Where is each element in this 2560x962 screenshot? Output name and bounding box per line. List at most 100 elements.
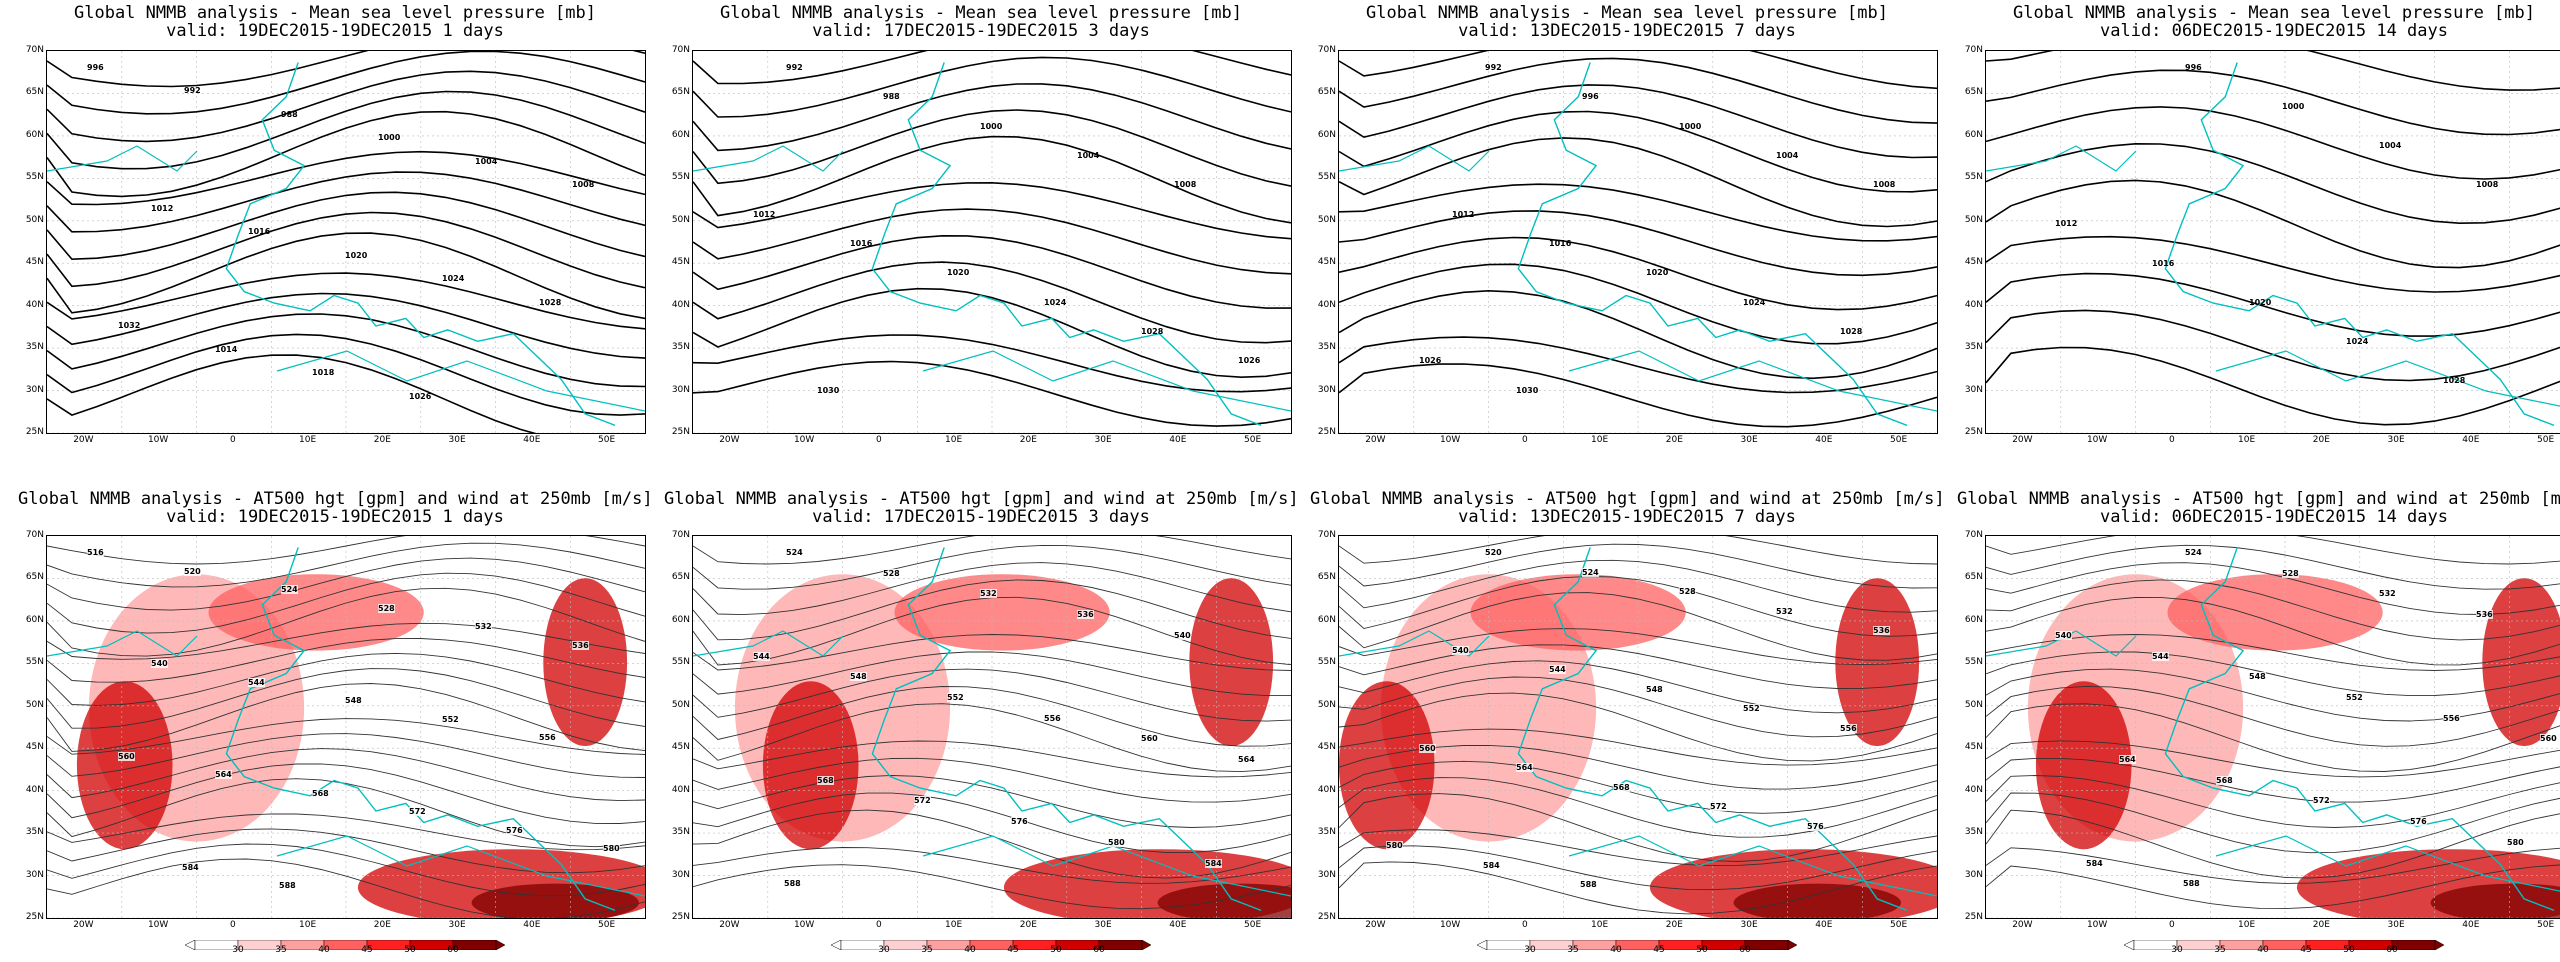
isoline — [1339, 744, 1937, 790]
contour-label: 548 — [850, 672, 867, 682]
longitude-label: 10W — [1439, 435, 1461, 445]
wind-speed-shade — [894, 574, 1110, 651]
isoline — [1339, 644, 1937, 689]
isoline — [1986, 142, 2560, 225]
contour-label: 1016 — [850, 239, 873, 248]
coastline — [1517, 62, 1908, 427]
isoline — [47, 536, 645, 565]
latitude-label: 25N — [671, 912, 690, 922]
coastline — [693, 630, 844, 657]
latitude-label: 70N — [671, 530, 690, 540]
contour-label: 532 — [2379, 589, 2396, 599]
longitude-label: 50E — [1244, 435, 1262, 445]
colorbar-tick-label: 50 — [1696, 945, 1708, 955]
latitude-label: 25N — [1964, 427, 1983, 437]
contour-label: 1012 — [2055, 219, 2078, 229]
longitude-label: 20W — [719, 920, 740, 930]
latitude-label: 65N — [1964, 572, 1983, 583]
latitude-label: 30N — [1317, 384, 1336, 395]
contour-label: 1020 — [2249, 297, 2272, 307]
longitude-label: 20W — [73, 435, 94, 445]
coastline — [47, 145, 198, 172]
latitude-label: 25N — [1317, 427, 1336, 437]
isoline — [1339, 861, 1937, 915]
longitude-label: 0 — [1522, 920, 1528, 930]
contour-label: 1020 — [345, 250, 368, 260]
colorbar-arrow-right — [2434, 939, 2445, 951]
isoline — [1339, 263, 1937, 345]
contour-label: 568 — [1613, 782, 1630, 792]
longitude-label: 20E — [1019, 920, 1037, 930]
isoline — [47, 90, 645, 170]
isoline — [47, 354, 537, 433]
contour-label: 560 — [1141, 734, 1158, 744]
isoline — [1986, 544, 2560, 590]
isoline — [1339, 110, 1937, 193]
longitude-label: 40E — [2462, 920, 2480, 930]
coastline — [871, 547, 1262, 912]
contour-label: 580 — [2507, 837, 2524, 847]
latitude-label: 45N — [1317, 257, 1336, 268]
isoline — [47, 70, 645, 143]
colorbar-tick-label: 45 — [1653, 945, 1665, 955]
contour-label: 1028 — [539, 297, 562, 307]
isoline — [47, 858, 645, 918]
contour-label: 1016 — [248, 227, 271, 237]
longitude-label: 20E — [2312, 435, 2330, 445]
contour-label: 996 — [87, 63, 104, 72]
coastline — [225, 547, 616, 912]
longitude-label: 40E — [1169, 435, 1187, 445]
colorbar-tick-label: 30 — [878, 945, 890, 955]
latitude-label: 30N — [671, 384, 690, 395]
isoline — [693, 544, 1291, 590]
contour-label: 536 — [2476, 610, 2493, 620]
wind-speed-shade — [2482, 578, 2560, 747]
z500-panel-3: Global NMMB analysis - AT500 hgt [gpm] a… — [1310, 490, 1945, 962]
contour-label: 1020 — [947, 268, 970, 278]
latitude-label: 50N — [1964, 699, 1983, 710]
longitude-label: 10W — [147, 435, 169, 445]
mslp-panel-2: Global NMMB analysis - Mean sea level pr… — [664, 4, 1298, 476]
colorbar-tick-label: 50 — [404, 945, 416, 955]
isoline — [693, 775, 1291, 828]
mslp-map: 992 988 1000 1004 1008 1012 1016 1020 1024 1028 10… — [692, 50, 1292, 434]
isoline — [1986, 792, 2560, 854]
latitude-label: 30N — [1317, 869, 1336, 880]
colorbar-arrow-right — [1141, 939, 1152, 951]
isoline — [47, 313, 645, 388]
isoline — [47, 843, 645, 897]
isoline — [693, 56, 1291, 118]
longitude-label: 30E — [448, 920, 466, 930]
isoline — [1986, 536, 2560, 565]
wind-speed-shade — [762, 681, 859, 850]
isoline — [47, 272, 645, 330]
contour-label: 584 — [1483, 860, 1500, 870]
coastline — [276, 835, 645, 897]
isoline — [47, 557, 645, 611]
longitude-label: 10E — [1591, 435, 1609, 445]
contour-label: 544 — [753, 651, 770, 661]
panel-valid-period: valid: 19DEC2015-19DEC2015 1 days — [166, 21, 504, 41]
longitude-label: 50E — [598, 920, 616, 930]
z500-panel-1: Global NMMB analysis - AT500 hgt [gpm] a… — [18, 490, 653, 962]
latitude-label: 60N — [1317, 129, 1336, 140]
contour-label: 520 — [184, 566, 201, 576]
colorbar-tick-label: 30 — [232, 945, 244, 955]
contour-label: 524 — [281, 585, 298, 595]
isoline — [693, 234, 1291, 309]
longitude-label: 0 — [230, 435, 236, 445]
contour-label: 532 — [475, 622, 492, 632]
longitude-label: 20E — [2312, 920, 2330, 930]
latitude-label: 30N — [25, 869, 44, 880]
isoline — [47, 763, 645, 824]
latitude-label: 30N — [25, 384, 44, 395]
longitude-label: 30E — [448, 435, 466, 445]
contour-label: 1030 — [817, 385, 840, 395]
isoline — [47, 232, 645, 320]
colorbar-arrow-left — [2123, 939, 2135, 951]
isoline — [693, 261, 1291, 344]
contour-label: 1000 — [980, 121, 1003, 131]
latitude-label: 50N — [25, 214, 44, 225]
contour-label: 1008 — [1174, 180, 1197, 190]
contour-label: 992 — [184, 86, 201, 96]
